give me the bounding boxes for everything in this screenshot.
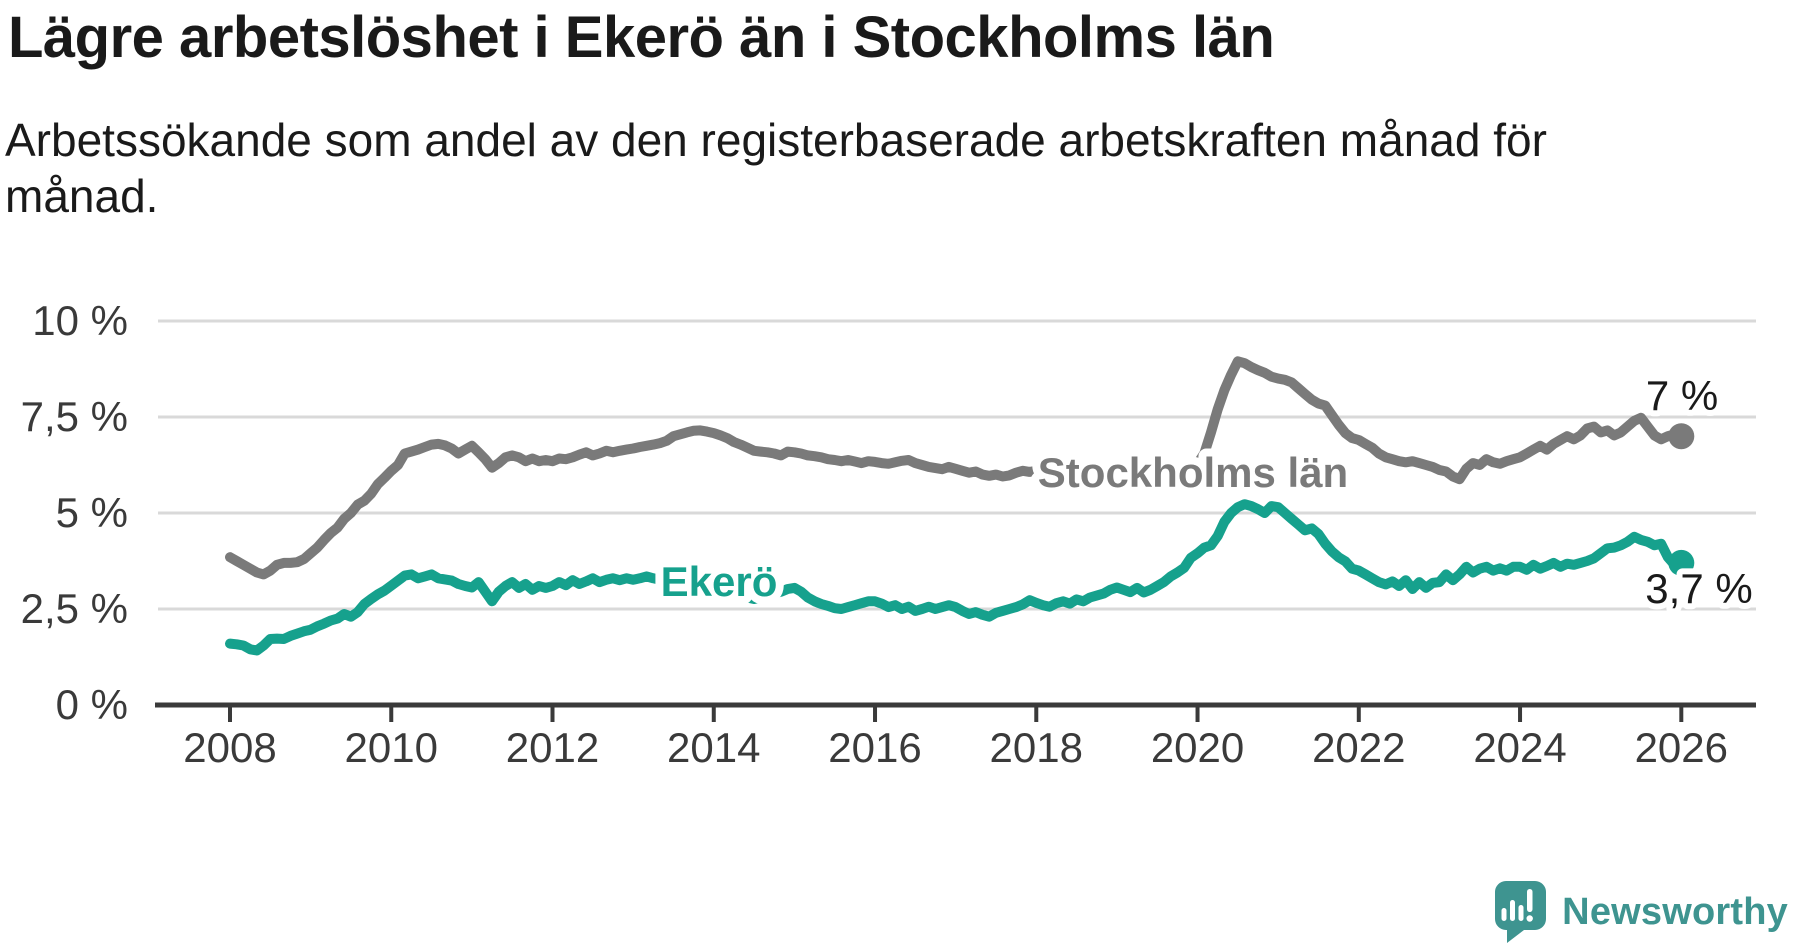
logo-exclamation-dot <box>1526 915 1534 922</box>
brand-footer: Newsworthy <box>1494 880 1788 944</box>
x-tick-label: 2010 <box>345 724 438 771</box>
x-tick-label: 2020 <box>1151 724 1244 771</box>
logo-exclamation-bar <box>1527 889 1533 912</box>
y-tick-label: 5 % <box>56 489 128 536</box>
y-tick-label: 2,5 % <box>21 585 128 632</box>
y-tick-label: 0 % <box>56 681 128 728</box>
x-tick-label: 2022 <box>1312 724 1405 771</box>
brand-name: Newsworthy <box>1562 890 1788 933</box>
x-tick-label: 2016 <box>828 724 921 771</box>
chart-subtitle: Arbetssökande som andel av den registerb… <box>5 114 1547 223</box>
newsworthy-logo-icon <box>1495 881 1547 943</box>
y-tick-label: 10 % <box>32 297 128 344</box>
series-end-value-eker-: 3,7 % <box>1645 565 1752 612</box>
logo-bar-3 <box>1518 905 1524 921</box>
series-label-stockholms-l-n: Stockholms län <box>1038 449 1348 496</box>
series-end-value-stockholms-l-n: 7 % <box>1646 372 1718 419</box>
logo-bar-1 <box>1501 908 1507 921</box>
x-tick-label: 2024 <box>1473 724 1566 771</box>
series-line-stockholms-l-n <box>225 356 1687 580</box>
series-line-eker- <box>225 499 1687 656</box>
x-tick-label: 2012 <box>506 724 599 771</box>
series-label-eker-: Ekerö <box>661 558 778 605</box>
x-tick-label: 2026 <box>1635 724 1728 771</box>
page-title: Lägre arbetslöshet i Ekerö än i Stockhol… <box>8 5 1275 70</box>
x-tick-label: 2014 <box>667 724 760 771</box>
x-tick-label: 2018 <box>990 724 1083 771</box>
logo-bar-2 <box>1510 900 1516 921</box>
y-tick-label: 7,5 % <box>21 393 128 440</box>
x-tick-label: 2008 <box>183 724 276 771</box>
series-end-dot-eker- <box>1668 549 1695 576</box>
series-end-dot-stockholms-l-n <box>1668 423 1695 450</box>
